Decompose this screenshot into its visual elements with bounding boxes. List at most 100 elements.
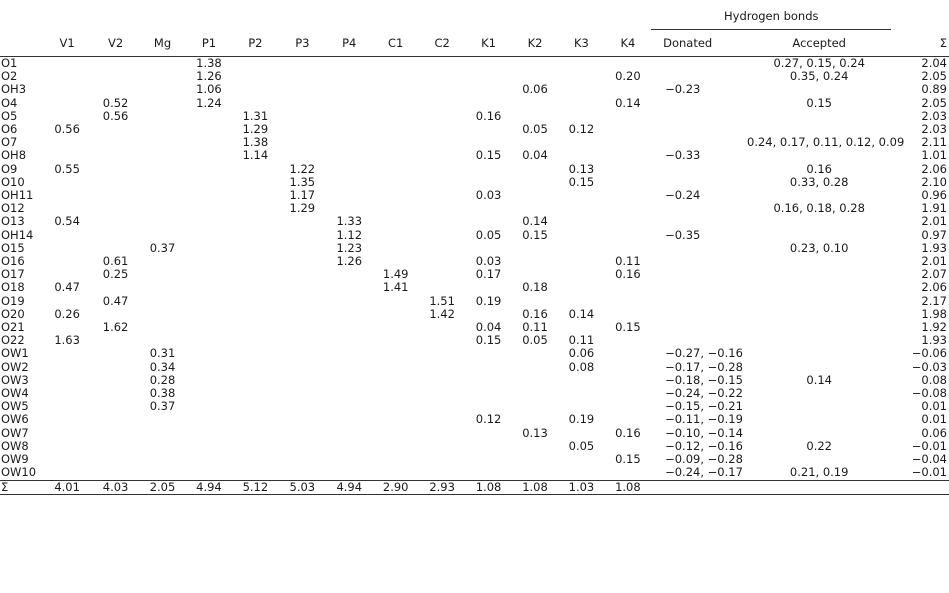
table-cell: 0.16 [615, 267, 641, 282]
row-label: OW5 [1, 399, 29, 414]
table-cell [326, 387, 372, 400]
table-cell [372, 361, 418, 374]
table-cell [372, 176, 418, 189]
table-cell [139, 413, 185, 426]
table-cell: 0.13 [568, 161, 595, 176]
table-cell: 0.12 [475, 412, 502, 427]
table-cell [139, 189, 185, 202]
table-header: Hydrogen bonds V1 V2 Mg P1 P2 P3 P4 C1 C2 K1 K2 K3 K… [0, 3, 949, 57]
table-cell [747, 400, 891, 413]
table-cell [512, 97, 558, 110]
table-cell [186, 255, 232, 268]
table-cell [651, 268, 747, 281]
table-cell [326, 427, 372, 440]
table-cell [186, 308, 232, 321]
table-cell: −0.09, −0.28 [665, 452, 743, 467]
table-cell: 2.05 [921, 69, 947, 84]
table-cell [372, 334, 418, 347]
table-cell: 2.06 [921, 161, 947, 176]
table-cell: −0.24, −0.17 [665, 465, 743, 480]
table-cell [651, 163, 747, 176]
table-cell [558, 149, 604, 162]
table-cell [651, 308, 747, 321]
table-cell: 0.13 [522, 425, 548, 440]
table-cell [42, 255, 91, 268]
table-cell [232, 334, 278, 347]
table-body: O1 1.38 0.27, 0.15, 0.24 2.04 O2 1.26 0.20 0.35… [0, 57, 949, 495]
table-cell [326, 400, 372, 413]
table-cell: 0.37 [149, 240, 176, 255]
table-cell [372, 215, 418, 228]
table-cell [186, 334, 232, 347]
table-cell [92, 176, 139, 189]
table-cell [139, 321, 185, 334]
table-cell [651, 97, 747, 110]
table-cell [92, 387, 139, 400]
column-header: C2 [418, 29, 466, 57]
row-label: O17 [1, 267, 25, 282]
table-cell [465, 361, 511, 374]
sum-row: Σ 4.01 4.03 2.05 4.94 5.12 5.03 4.94 2.90 2.93 1.0… [0, 479, 949, 495]
table-cell [139, 229, 185, 242]
table-cell [139, 110, 185, 123]
table-cell: −0.17, −0.28 [665, 359, 743, 374]
table-cell [232, 361, 278, 374]
table-cell [419, 466, 465, 480]
table-cell [279, 83, 326, 96]
table-cell: 0.16 [522, 306, 548, 321]
sum-cell: 4.03 [91, 479, 140, 495]
column-header: K1 [465, 29, 512, 57]
column-header: Donated [651, 29, 748, 57]
table-row: O18 0.47 1.41 0.18 2.06 [0, 281, 949, 294]
table-cell: 0.28 [149, 372, 176, 387]
table-cell [372, 83, 418, 96]
table-cell: 0.16 [475, 108, 502, 123]
table-cell [419, 453, 465, 466]
table-cell: 1.29 [289, 201, 316, 216]
table-cell: 0.19 [568, 412, 595, 427]
table-cell [651, 57, 747, 71]
table-cell: 1.29 [242, 122, 269, 137]
table-cell [186, 374, 232, 387]
table-row: O4 0.52 1.24 0.14 0.15 2.05 [0, 95, 949, 110]
table-cell: 1.98 [921, 306, 947, 321]
table-cell: 1.26 [336, 254, 363, 269]
table-cell [42, 229, 91, 242]
table-cell [279, 97, 326, 110]
table-cell [372, 242, 418, 255]
table-cell [186, 176, 232, 189]
table-cell [139, 215, 185, 228]
table-cell [186, 281, 232, 294]
table-cell [605, 110, 651, 123]
table-cell [419, 70, 465, 83]
column-header [0, 29, 43, 57]
row-label: OW8 [1, 438, 29, 453]
table-cell: 0.25 [102, 267, 129, 282]
table-cell [139, 149, 185, 162]
table-cell [747, 281, 891, 294]
table-cell [512, 57, 558, 71]
table-cell: 0.15 [568, 174, 595, 189]
table-cell [419, 215, 465, 228]
table-cell: 2.04 [921, 56, 947, 70]
table-cell: 0.15 [615, 320, 641, 335]
table-cell [92, 136, 139, 149]
table-cell [372, 163, 418, 176]
table-cell: 2.03 [921, 108, 947, 123]
table-cell [372, 440, 418, 453]
table-cell: 2.17 [921, 293, 947, 308]
table-cell [465, 215, 511, 228]
table-row: OH8 1.14 0.15 0.04 −0.33 1.01 [0, 149, 949, 162]
table-cell [42, 70, 91, 83]
table-cell: 0.06 [522, 82, 548, 97]
table-cell [279, 453, 326, 466]
table-row: O5 0.56 1.31 0.16 2.03 [0, 108, 949, 123]
table-cell: 0.03 [475, 188, 502, 203]
table-cell [605, 176, 651, 189]
table-cell: 0.15 [475, 333, 502, 348]
table-cell [558, 427, 604, 440]
table-cell [232, 242, 278, 255]
table-cell: 1.24 [196, 95, 222, 110]
table-cell [558, 387, 604, 400]
table-cell [558, 281, 604, 294]
